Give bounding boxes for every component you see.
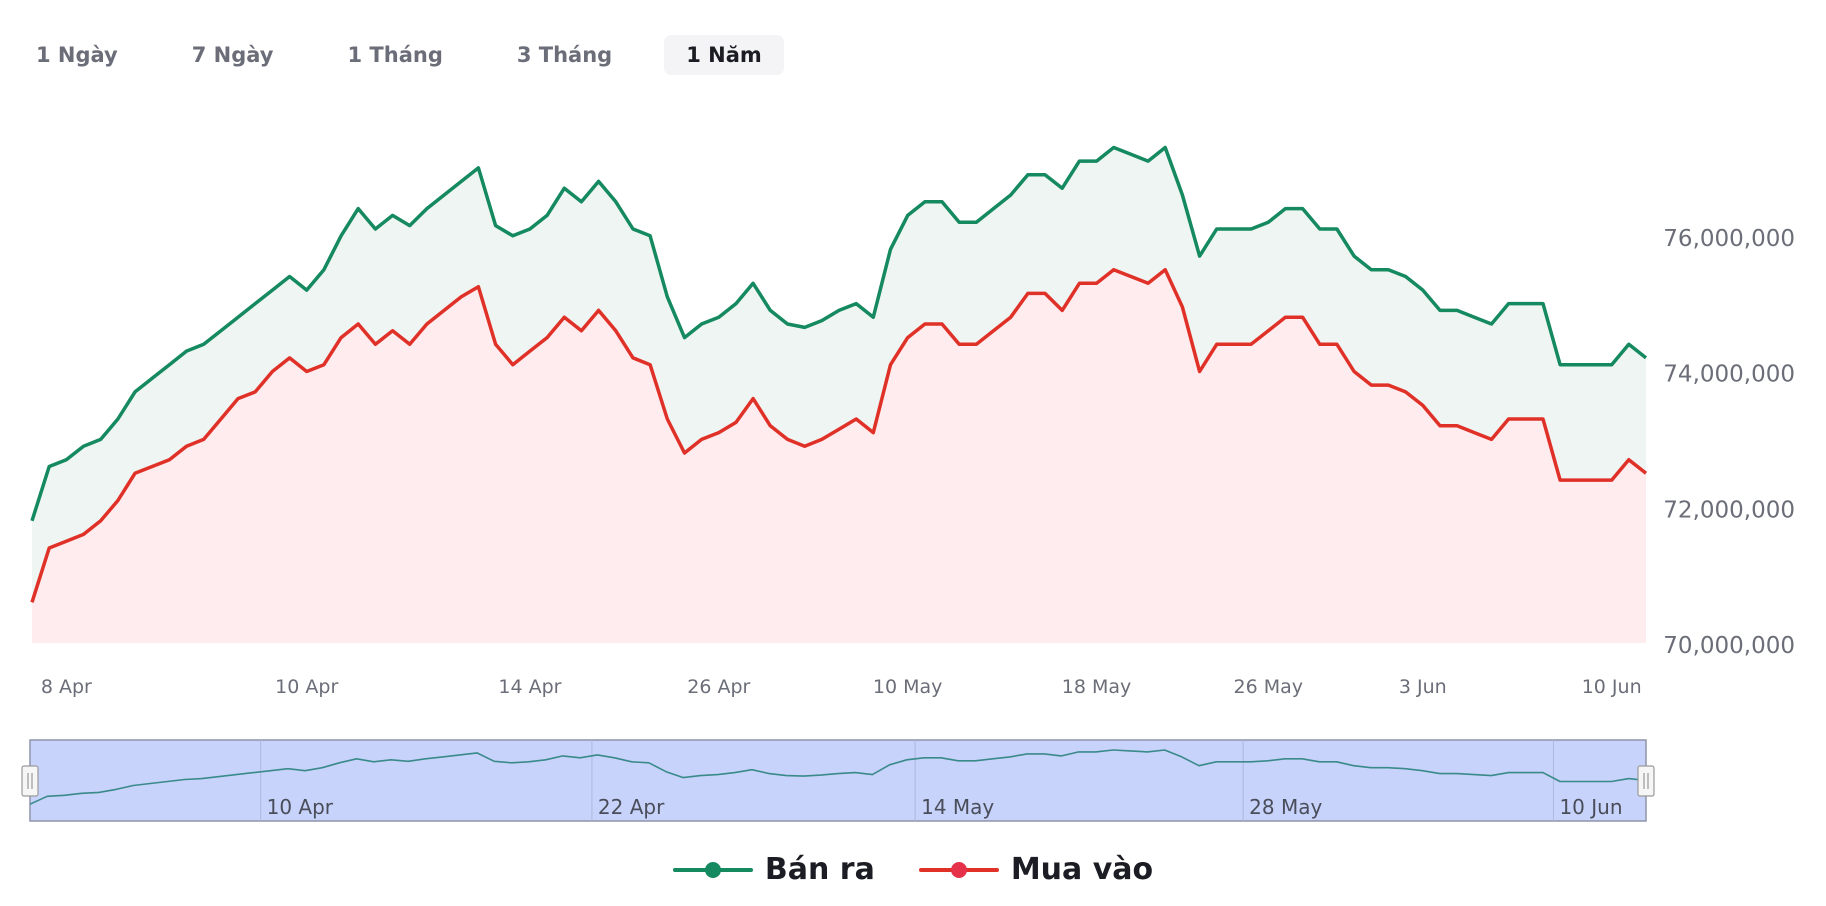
tab-1-year[interactable]: 1 Năm	[664, 35, 784, 75]
series-lines	[30, 145, 1648, 603]
x-tick-label: 10 Apr	[275, 676, 338, 698]
legend-item-buy[interactable]: Mua vào	[918, 852, 1154, 887]
x-tick-label: 14 Apr	[498, 676, 561, 698]
legend-label-buy: Mua vào	[1010, 852, 1154, 887]
navigator-right-handle[interactable]	[1637, 765, 1655, 797]
navigator-tick-label: 10 Apr	[267, 795, 334, 819]
chart-legend: Bán ra Mua vào	[0, 852, 1826, 887]
range-navigator[interactable]: 10 Apr 22 Apr 14 May 28 May 10 Jun	[21, 739, 1655, 822]
navigator-tick-label: 28 May	[1249, 795, 1322, 819]
legend-label-sell: Bán ra	[764, 852, 875, 887]
y-axis: 70,000,000 72,000,000 74,000,000 76,000,000	[1663, 226, 1795, 659]
tab-1-month[interactable]: 1 Tháng	[347, 43, 443, 67]
legend-item-sell[interactable]: Bán ra	[672, 852, 875, 887]
navigator-tick-label: 22 Apr	[598, 795, 665, 819]
series-line-sell	[30, 145, 1648, 522]
area-fills	[32, 147, 1646, 643]
x-tick-label: 26 Apr	[687, 676, 750, 698]
handle-grip-icon	[21, 765, 39, 797]
legend-buy-marker-icon	[918, 861, 999, 878]
x-tick-label: 26 May	[1234, 676, 1304, 698]
time-range-tabs: 1 Ngày 7 Ngày 1 Tháng 3 Tháng 1 Năm	[14, 34, 814, 76]
navigator-selected-range	[29, 739, 1647, 822]
navigator-left-handle[interactable]	[21, 765, 39, 797]
tab-7-days[interactable]: 7 Ngày	[191, 43, 274, 67]
y-tick-label: 72,000,000	[1663, 497, 1795, 523]
handle-grip-icon	[1637, 765, 1655, 797]
y-tick-label: 74,000,000	[1663, 362, 1795, 388]
x-tick-label: 3 Jun	[1399, 676, 1447, 698]
y-tick-label: 76,000,000	[1663, 226, 1795, 252]
navigator-tick-label: 14 May	[921, 795, 994, 819]
tab-3-months[interactable]: 3 Tháng	[516, 43, 613, 67]
sell-area-fill	[32, 147, 1646, 603]
y-tick-label: 70,000,000	[1663, 633, 1795, 659]
x-tick-label: 8 Apr	[41, 676, 92, 698]
buy-area-fill	[32, 269, 1646, 643]
tab-1-day[interactable]: 1 Ngày	[36, 43, 118, 67]
x-axis: 8 Apr 10 Apr 14 Apr 26 Apr 10 May 18 May 26 Ma…	[41, 676, 1642, 698]
navigator-series-line	[29, 749, 1647, 805]
navigator-tick-label: 10 Jun	[1559, 795, 1622, 819]
x-tick-label: 10 May	[873, 676, 943, 698]
x-tick-label: 18 May	[1062, 676, 1132, 698]
series-line-buy	[30, 267, 1648, 603]
x-tick-label: 10 Jun	[1582, 676, 1642, 698]
legend-sell-marker-icon	[672, 861, 753, 878]
